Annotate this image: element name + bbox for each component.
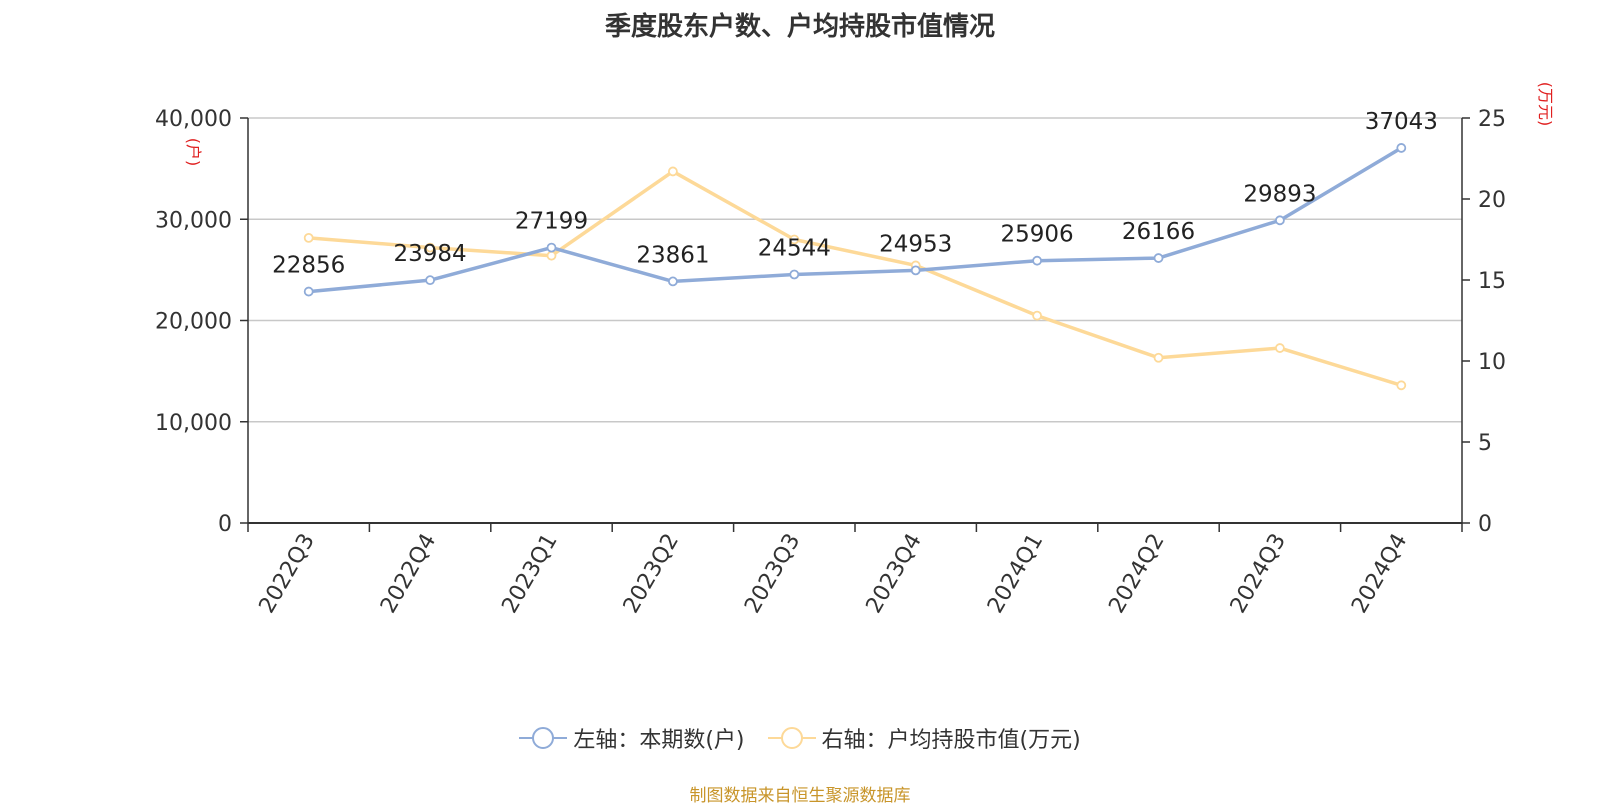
y-right-tick-label: 25 xyxy=(1478,107,1506,132)
data-point-1 xyxy=(546,242,557,253)
data-label: 23861 xyxy=(636,242,709,268)
x-tick-label: 2024Q3 xyxy=(1226,530,1291,618)
data-point-2 xyxy=(303,232,314,243)
data-label: 27199 xyxy=(515,209,588,235)
data-point-2 xyxy=(425,242,436,253)
legend-item-series2[interactable]: 右轴：户均持股市值(万元) xyxy=(767,722,1081,754)
grid-lines xyxy=(248,117,1462,423)
y-left-tick-label: 30,000 xyxy=(155,208,232,233)
data-label: 25906 xyxy=(1001,222,1074,248)
y-left-tick-label: 0 xyxy=(218,512,232,537)
y-right-tick-label: 0 xyxy=(1478,512,1492,537)
data-point-1 xyxy=(910,265,921,276)
axes: 0 10,000 20,000 30,000 40,000 0 5 10 15 20 25 2022Q… xyxy=(155,82,1555,618)
legend: 左轴：本期数(户) 右轴：户均持股市值(万元) xyxy=(0,722,1600,754)
series-line-1 xyxy=(306,146,1404,294)
x-tick-label: 2023Q4 xyxy=(862,530,927,618)
data-label: 23984 xyxy=(394,241,467,267)
series-lines xyxy=(303,143,1407,391)
x-tick-label: 2024Q4 xyxy=(1347,530,1412,618)
legend-swatch-series1 xyxy=(519,726,568,750)
data-point-2 xyxy=(1153,352,1164,363)
x-tick-label: 2024Q2 xyxy=(1104,530,1169,618)
data-label: 26166 xyxy=(1122,219,1195,245)
legend-label-series1: 左轴：本期数(户) xyxy=(573,728,745,753)
data-label: 24953 xyxy=(879,231,952,257)
x-tick-label: 2022Q4 xyxy=(376,530,441,618)
legend-item-series1[interactable]: 左轴：本期数(户) xyxy=(519,722,745,754)
x-tick-label: 2023Q1 xyxy=(497,530,562,618)
data-point-2 xyxy=(1032,310,1042,321)
data-point-1 xyxy=(1032,255,1042,266)
legend-swatch-series2 xyxy=(767,726,816,750)
data-label: 22856 xyxy=(272,253,345,279)
y-right-unit: (万元) xyxy=(1536,82,1555,127)
data-point-1 xyxy=(789,269,800,280)
data-labels: 22856 23984 27199 23861 24544 24953 25906 26166… xyxy=(272,109,1438,279)
x-tick-label: 2023Q2 xyxy=(619,530,684,618)
y-right-tick-label: 10 xyxy=(1478,350,1506,375)
data-point-2 xyxy=(1396,380,1407,391)
data-point-2 xyxy=(1275,343,1285,353)
y-right-tick-label: 5 xyxy=(1478,431,1492,456)
source-note: 制图数据来自恒生聚源数据库 xyxy=(689,786,911,806)
data-label: 37043 xyxy=(1365,109,1438,135)
legend-label-series2: 右轴：户均持股市值(万元) xyxy=(821,728,1081,753)
y-left-unit: (户) xyxy=(184,138,203,167)
data-point-1 xyxy=(1396,143,1407,153)
x-tick-label: 2024Q1 xyxy=(983,530,1048,618)
y-left-tick-label: 20,000 xyxy=(155,310,232,335)
data-label: 29893 xyxy=(1243,181,1316,207)
x-tick-label: 2023Q3 xyxy=(740,530,805,618)
x-tick-label: 2022Q3 xyxy=(255,530,320,618)
series-line-2 xyxy=(306,169,1404,388)
y-right-tick-label: 20 xyxy=(1478,188,1506,213)
data-point-1 xyxy=(668,276,678,287)
data-point-2 xyxy=(546,250,557,261)
data-point-1 xyxy=(425,275,436,286)
data-point-1 xyxy=(1275,215,1285,226)
data-point-2 xyxy=(668,166,678,177)
y-left-tick-label: 10,000 xyxy=(155,411,232,436)
y-left-tick-label: 40,000 xyxy=(155,107,232,132)
data-point-1 xyxy=(303,286,314,297)
chart-title: 季度股东户数、户均持股市值情况 xyxy=(604,12,995,42)
data-point-2 xyxy=(789,234,800,245)
data-point-1 xyxy=(1153,253,1164,263)
y-right-tick-label: 15 xyxy=(1478,269,1506,294)
data-label: 24544 xyxy=(758,235,831,261)
